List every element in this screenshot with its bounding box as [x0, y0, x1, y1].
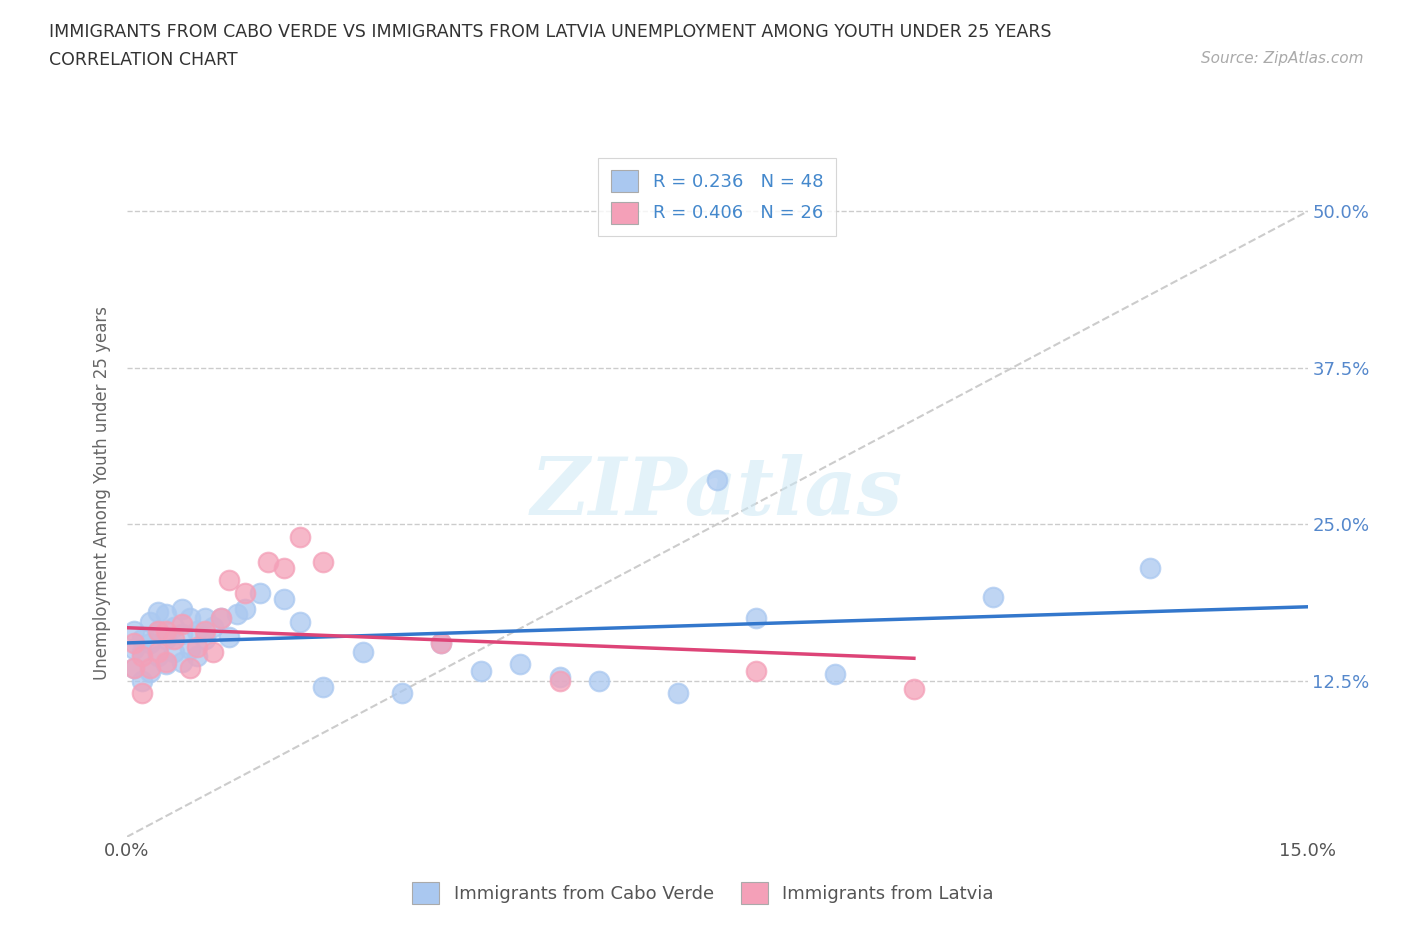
- Point: [179, 611, 201, 626]
- Point: [312, 680, 335, 695]
- Point: [170, 627, 193, 642]
- Point: [509, 657, 531, 671]
- Point: [131, 685, 153, 700]
- Point: [194, 631, 217, 646]
- Point: [824, 667, 846, 682]
- Point: [218, 630, 240, 644]
- Point: [170, 602, 193, 617]
- Point: [146, 644, 169, 659]
- Point: [155, 657, 177, 671]
- Point: [124, 660, 146, 675]
- Point: [179, 660, 201, 675]
- Point: [155, 607, 177, 622]
- Point: [288, 615, 311, 630]
- Point: [131, 648, 153, 663]
- Point: [666, 685, 689, 700]
- Point: [194, 611, 217, 626]
- Point: [186, 623, 208, 638]
- Text: ZIPatlas: ZIPatlas: [531, 454, 903, 532]
- Point: [131, 673, 153, 688]
- Point: [430, 635, 453, 650]
- Text: IMMIGRANTS FROM CABO VERDE VS IMMIGRANTS FROM LATVIA UNEMPLOYMENT AMONG YOUTH UN: IMMIGRANTS FROM CABO VERDE VS IMMIGRANTS…: [49, 23, 1052, 41]
- Point: [352, 644, 374, 659]
- Point: [124, 623, 146, 638]
- Point: [179, 642, 201, 657]
- Point: [209, 611, 232, 626]
- Text: Source: ZipAtlas.com: Source: ZipAtlas.com: [1201, 51, 1364, 66]
- Point: [155, 631, 177, 646]
- Point: [391, 685, 413, 700]
- Point: [233, 586, 256, 601]
- Point: [194, 623, 217, 638]
- Point: [146, 648, 169, 663]
- Point: [124, 635, 146, 650]
- Point: [312, 554, 335, 569]
- Point: [170, 655, 193, 670]
- Point: [146, 623, 169, 638]
- Point: [430, 635, 453, 650]
- Y-axis label: Unemployment Among Youth under 25 years: Unemployment Among Youth under 25 years: [93, 306, 111, 680]
- Point: [163, 644, 186, 659]
- Point: [273, 591, 295, 606]
- Point: [131, 631, 153, 646]
- Point: [186, 639, 208, 654]
- Point: [146, 604, 169, 619]
- Point: [155, 655, 177, 670]
- Point: [706, 473, 728, 488]
- Point: [470, 663, 492, 678]
- Point: [233, 602, 256, 617]
- Point: [139, 615, 162, 630]
- Point: [186, 648, 208, 663]
- Point: [548, 670, 571, 684]
- Point: [139, 664, 162, 679]
- Point: [225, 607, 247, 622]
- Point: [1139, 561, 1161, 576]
- Point: [209, 611, 232, 626]
- Point: [273, 561, 295, 576]
- Point: [124, 660, 146, 675]
- Point: [202, 644, 225, 659]
- Point: [288, 529, 311, 544]
- Point: [131, 644, 153, 659]
- Point: [745, 663, 768, 678]
- Legend: R = 0.236   N = 48, R = 0.406   N = 26: R = 0.236 N = 48, R = 0.406 N = 26: [599, 158, 835, 236]
- Point: [146, 623, 169, 638]
- Point: [548, 673, 571, 688]
- Point: [202, 619, 225, 634]
- Point: [903, 682, 925, 697]
- Point: [249, 586, 271, 601]
- Point: [163, 631, 186, 646]
- Point: [257, 554, 280, 569]
- Point: [745, 611, 768, 626]
- Point: [163, 619, 186, 634]
- Point: [124, 642, 146, 657]
- Legend: Immigrants from Cabo Verde, Immigrants from Latvia: Immigrants from Cabo Verde, Immigrants f…: [405, 875, 1001, 911]
- Point: [588, 673, 610, 688]
- Point: [155, 623, 177, 638]
- Point: [218, 573, 240, 588]
- Point: [170, 617, 193, 631]
- Point: [139, 635, 162, 650]
- Point: [981, 590, 1004, 604]
- Point: [139, 660, 162, 675]
- Text: CORRELATION CHART: CORRELATION CHART: [49, 51, 238, 69]
